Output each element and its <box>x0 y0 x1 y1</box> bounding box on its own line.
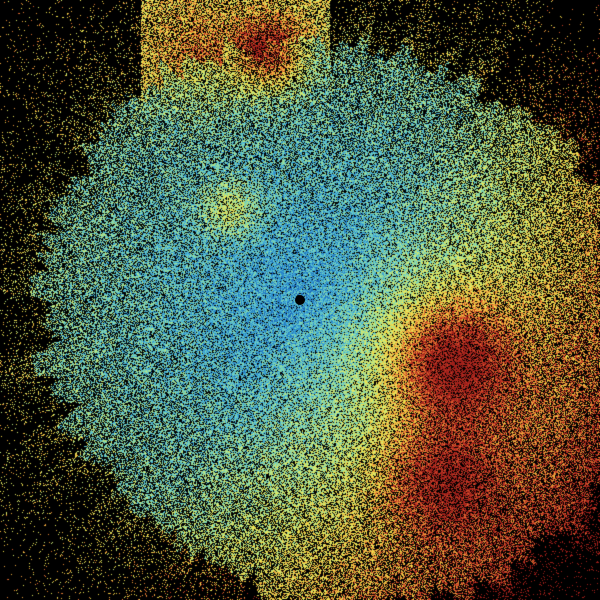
radar-site-dot <box>295 295 305 305</box>
